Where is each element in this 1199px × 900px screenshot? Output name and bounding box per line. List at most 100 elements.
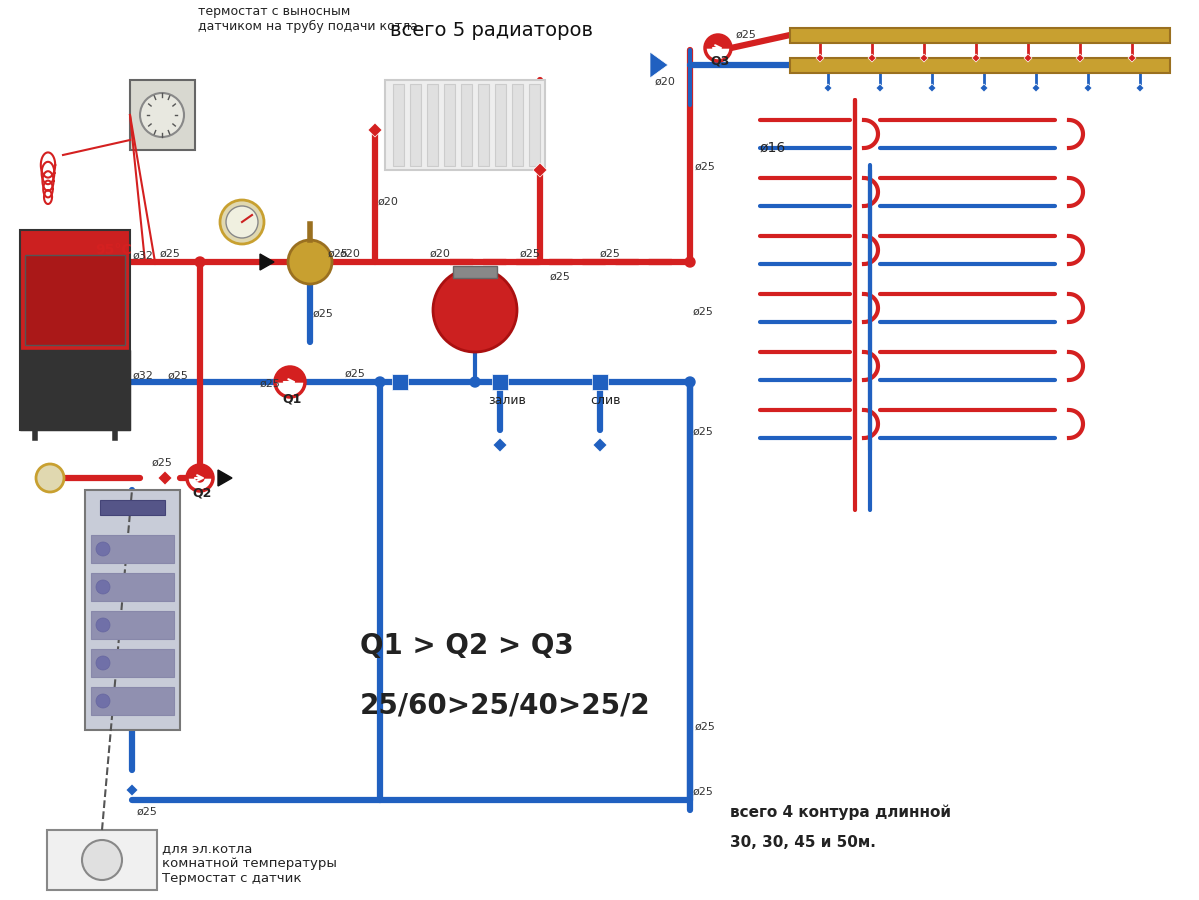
Circle shape [195, 257, 205, 267]
Circle shape [96, 618, 110, 632]
Bar [512, 84, 523, 166]
Text: ø16: ø16 [760, 141, 787, 155]
Circle shape [96, 694, 110, 708]
Circle shape [433, 268, 517, 352]
Polygon shape [1128, 54, 1135, 62]
Polygon shape [1084, 84, 1092, 92]
Bar [529, 84, 540, 166]
Polygon shape [1135, 84, 1144, 92]
Polygon shape [650, 52, 668, 78]
Bar [91, 687, 174, 715]
Text: ø25: ø25 [345, 369, 366, 379]
Text: ø32: ø32 [133, 251, 153, 261]
Polygon shape [126, 784, 138, 796]
Circle shape [96, 656, 110, 670]
Text: всего 5 радиаторов: всего 5 радиаторов [390, 21, 594, 40]
Text: ø25: ø25 [693, 307, 713, 317]
Polygon shape [817, 54, 824, 62]
Bar [453, 266, 498, 278]
Circle shape [470, 377, 480, 387]
Bar [392, 374, 408, 390]
Circle shape [96, 580, 110, 594]
Circle shape [36, 464, 64, 492]
Polygon shape [275, 367, 305, 382]
Polygon shape [876, 84, 884, 92]
Bar [393, 84, 404, 166]
Polygon shape [218, 470, 231, 486]
Text: ø25: ø25 [329, 249, 349, 259]
Circle shape [288, 240, 332, 284]
Polygon shape [824, 84, 832, 92]
Circle shape [82, 840, 122, 880]
Text: ø25: ø25 [168, 371, 189, 381]
Text: для эл.котла: для эл.котла [162, 842, 252, 855]
Bar [91, 649, 174, 677]
Bar [20, 230, 129, 430]
Circle shape [225, 206, 258, 238]
Bar [129, 80, 195, 150]
Text: ø25: ø25 [260, 379, 281, 389]
Text: ø25: ø25 [152, 458, 173, 468]
Bar [790, 58, 1170, 73]
Bar [385, 80, 546, 170]
Polygon shape [1024, 54, 1032, 62]
Text: Термостат с датчик: Термостат с датчик [162, 872, 301, 885]
Text: ø20: ø20 [655, 77, 676, 87]
Circle shape [685, 257, 695, 267]
Circle shape [96, 542, 110, 556]
Bar [47, 830, 157, 890]
Polygon shape [594, 438, 607, 452]
Polygon shape [158, 471, 171, 485]
Text: 30, 30, 45 и 50м.: 30, 30, 45 и 50м. [730, 835, 876, 850]
Bar [91, 535, 174, 563]
Text: ø25: ø25 [693, 787, 713, 797]
Circle shape [187, 465, 213, 491]
Polygon shape [493, 438, 507, 452]
Bar [495, 84, 506, 166]
Text: ø25: ø25 [695, 722, 716, 732]
Text: 95°С: 95°С [95, 243, 132, 257]
Bar [25, 255, 125, 345]
Polygon shape [187, 465, 213, 478]
Text: ø20: ø20 [341, 249, 361, 259]
Text: комнатной температуры: комнатной температуры [162, 857, 337, 870]
Text: Q3: Q3 [710, 55, 729, 68]
Polygon shape [928, 84, 936, 92]
Text: термостат с выносным
датчиком на трубу подачи котла: термостат с выносным датчиком на трубу п… [198, 5, 418, 33]
Circle shape [219, 200, 264, 244]
Bar [460, 84, 472, 166]
Bar [478, 84, 489, 166]
Bar [444, 84, 454, 166]
Polygon shape [868, 54, 876, 62]
Text: ø20: ø20 [378, 197, 399, 207]
Bar [91, 573, 174, 601]
Text: 25/60>25/40>25/2: 25/60>25/40>25/2 [360, 692, 651, 720]
Text: Q1: Q1 [282, 393, 301, 406]
Text: ø25: ø25 [159, 249, 181, 259]
Circle shape [140, 93, 183, 137]
Polygon shape [1032, 84, 1040, 92]
Polygon shape [260, 254, 275, 270]
Circle shape [375, 377, 385, 387]
Text: ø25: ø25 [695, 162, 716, 172]
Bar [20, 350, 129, 430]
Text: ø20: ø20 [430, 249, 451, 259]
Circle shape [195, 474, 204, 482]
Bar [410, 84, 421, 166]
Polygon shape [920, 54, 928, 62]
Text: ø25: ø25 [600, 249, 621, 259]
Text: ø25: ø25 [137, 807, 158, 817]
Bar [91, 611, 174, 639]
Circle shape [685, 377, 695, 387]
Text: залив: залив [488, 394, 526, 407]
Polygon shape [1076, 54, 1084, 62]
Text: всего 4 контура длинной: всего 4 контура длинной [730, 805, 951, 820]
Text: ø25: ø25 [313, 309, 333, 319]
Polygon shape [980, 84, 988, 92]
Bar [492, 374, 508, 390]
Circle shape [705, 35, 731, 61]
Polygon shape [972, 54, 980, 62]
Bar [427, 84, 438, 166]
Bar [592, 374, 608, 390]
Text: Q2: Q2 [192, 487, 211, 500]
